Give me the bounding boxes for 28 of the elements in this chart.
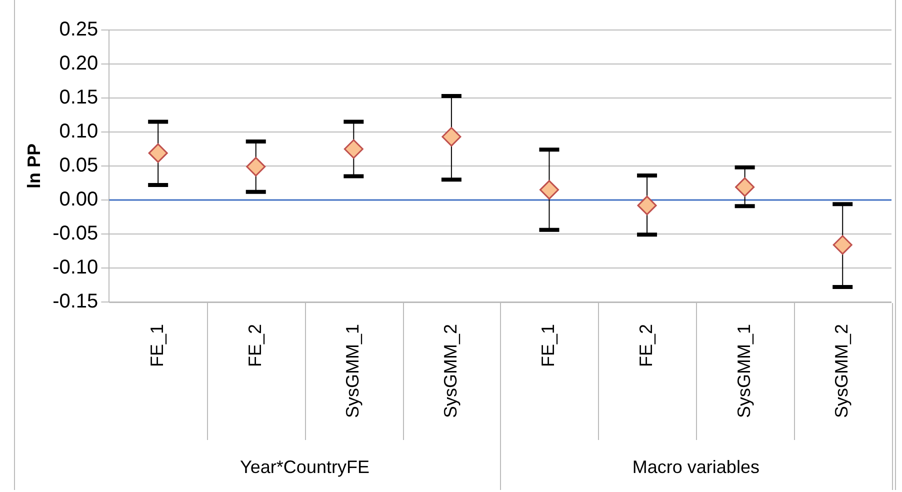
y-tick-label: -0.05 [52,222,98,245]
y-tick-label: 0.05 [59,154,98,177]
x-tick-label: SysGMM_2 [440,324,460,418]
x-tick-label: FE_2 [636,324,656,368]
y-tick-label: -0.10 [52,256,98,279]
y-tick-label: 0.10 [59,120,98,143]
point [735,177,755,197]
point [539,180,559,200]
y-tick-label: 0.00 [59,188,98,211]
x-tick-label: SysGMM_2 [832,324,852,418]
point [148,143,168,163]
y-tick-label: 0.20 [59,52,98,75]
y-axis-title: ln PP [24,143,44,189]
point [442,127,462,147]
x-tick-label: FE_2 [244,324,265,368]
y-tick-label: 0.15 [59,86,98,109]
point [344,139,364,159]
point [637,196,657,216]
point [246,156,266,176]
text: Macro variables [632,456,760,477]
x-tick-label: FE_1 [538,324,558,368]
x-tick-label: FE_1 [147,324,168,368]
x-tick-label: SysGMM_1 [342,324,363,418]
point [832,235,852,255]
text: Year*CountryFE [240,456,370,477]
x-tick-label: SysGMM_1 [734,324,754,418]
y-tick-label: 0.25 [59,18,98,41]
y-tick-label: -0.15 [52,290,98,313]
